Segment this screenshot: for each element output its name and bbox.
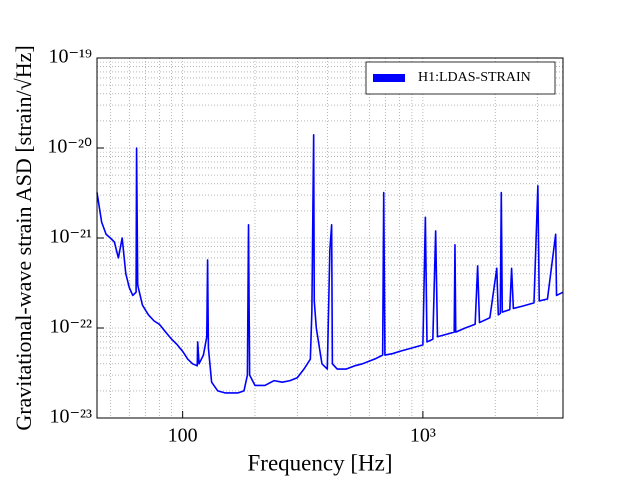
legend-swatch xyxy=(373,74,405,82)
plot-frame xyxy=(96,57,564,419)
y-axis-label: Gravitational-wave strain ASD [strain/√H… xyxy=(11,45,36,430)
y-tick-label: 10⁻²¹ xyxy=(49,226,92,248)
legend-label: H1:LDAS-STRAIN xyxy=(418,70,531,85)
x-tick-label: 10³ xyxy=(410,425,436,447)
x-tick-label: 100 xyxy=(168,425,198,447)
y-tick-label: 10⁻¹⁹ xyxy=(48,46,92,68)
y-tick-label: 10⁻²² xyxy=(49,316,92,338)
x-axis-label: Frequency [Hz] xyxy=(248,450,393,475)
legend: H1:LDAS-STRAIN xyxy=(365,61,556,95)
y-tick-label: 10⁻²⁰ xyxy=(47,136,92,158)
y-tick-label: 10⁻²³ xyxy=(49,406,92,428)
series-line xyxy=(96,134,564,394)
